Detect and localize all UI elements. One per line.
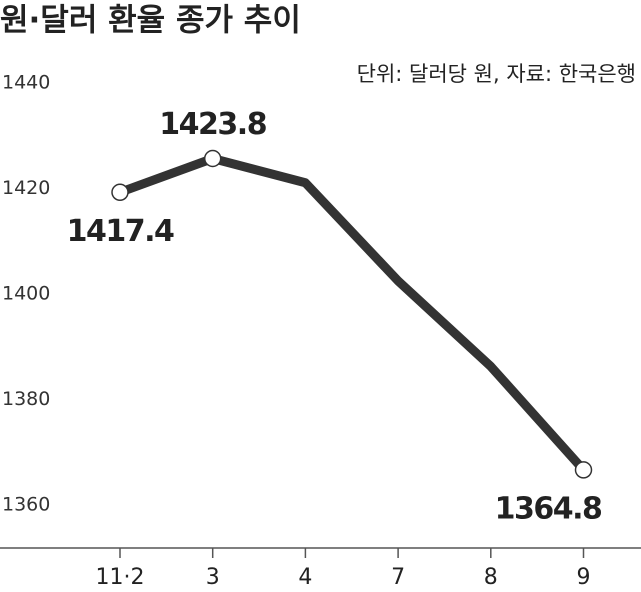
chart-title: 원·달러 환율 종가 추이 bbox=[0, 3, 301, 39]
chart-subtitle: 단위: 달러당 원, 자료: 한국은행 bbox=[357, 62, 636, 86]
data-point bbox=[574, 461, 593, 479]
x-tick-label: 9 bbox=[577, 565, 591, 590]
y-tick-label: 1420 bbox=[2, 177, 50, 199]
x-tick-label: 8 bbox=[484, 565, 498, 590]
y-tick-label: 1380 bbox=[2, 388, 50, 410]
data-line bbox=[118, 154, 587, 473]
value-label: 1423.8 bbox=[159, 107, 266, 142]
value-label: 1417.4 bbox=[67, 214, 174, 249]
data-point bbox=[203, 149, 222, 168]
x-tick-label: 11·2 bbox=[96, 565, 145, 590]
y-tick-label: 1360 bbox=[2, 494, 50, 516]
data-point bbox=[111, 183, 129, 202]
y-tick-label: 1440 bbox=[2, 72, 50, 94]
x-tick-label: 4 bbox=[298, 565, 312, 590]
value-label: 1364.8 bbox=[495, 491, 602, 526]
x-tick-label: 3 bbox=[206, 565, 220, 590]
x-tick-label: 7 bbox=[391, 565, 405, 590]
y-tick-label: 1400 bbox=[2, 283, 50, 305]
